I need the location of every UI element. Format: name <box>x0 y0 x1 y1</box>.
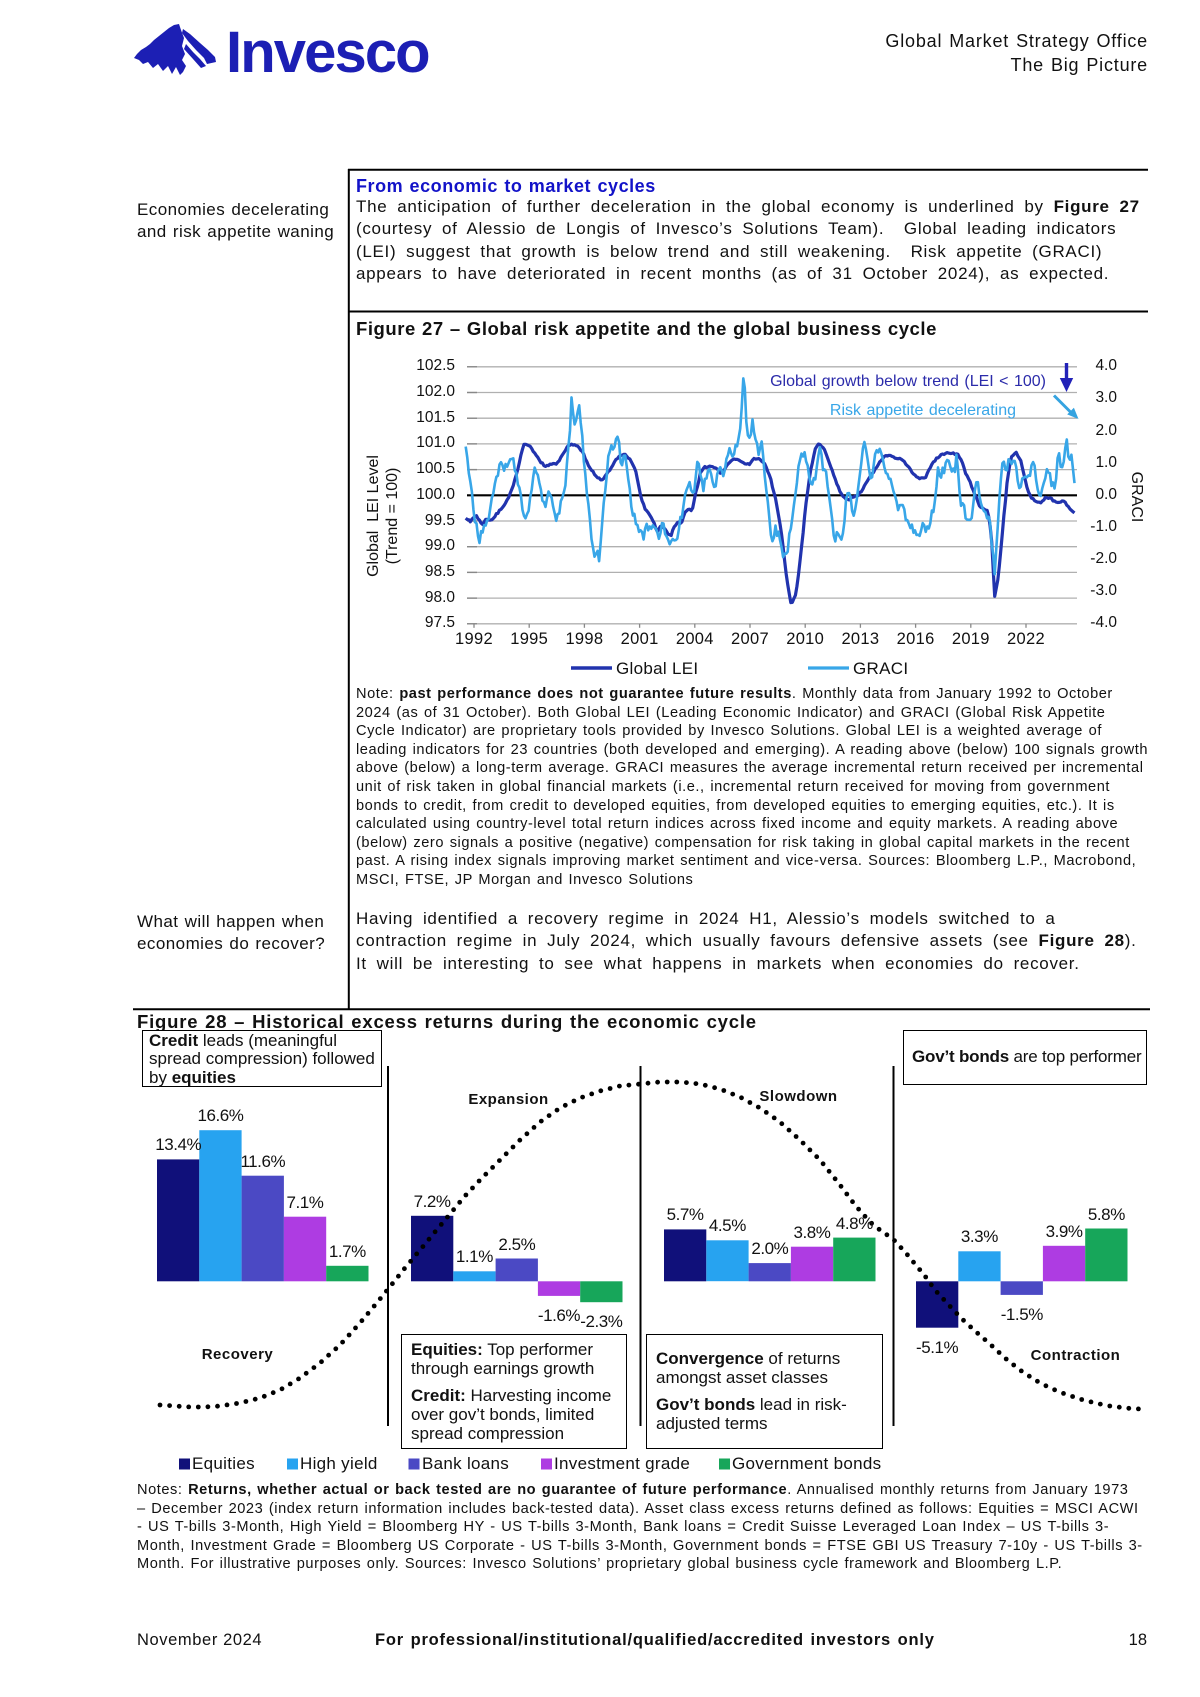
svg-text:Invesco: Invesco <box>226 20 429 85</box>
